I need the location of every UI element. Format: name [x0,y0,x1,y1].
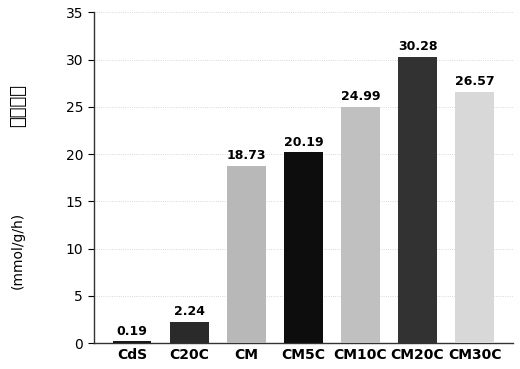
Text: 0.19: 0.19 [116,325,148,338]
Text: 26.57: 26.57 [455,75,495,88]
Text: 18.73: 18.73 [227,149,266,162]
Text: 2.24: 2.24 [174,305,205,318]
Text: 24.99: 24.99 [341,90,380,103]
Text: 产氢速率: 产氢速率 [9,83,27,127]
Bar [113,341,151,343]
Text: (mmol/g/h): (mmol/g/h) [11,212,25,289]
Bar [227,166,266,343]
Bar [284,152,323,343]
Bar [455,92,494,343]
Bar [341,107,380,343]
Bar [398,57,437,343]
Bar [170,322,209,343]
Text: 30.28: 30.28 [398,40,437,53]
Text: 20.19: 20.19 [283,136,323,149]
